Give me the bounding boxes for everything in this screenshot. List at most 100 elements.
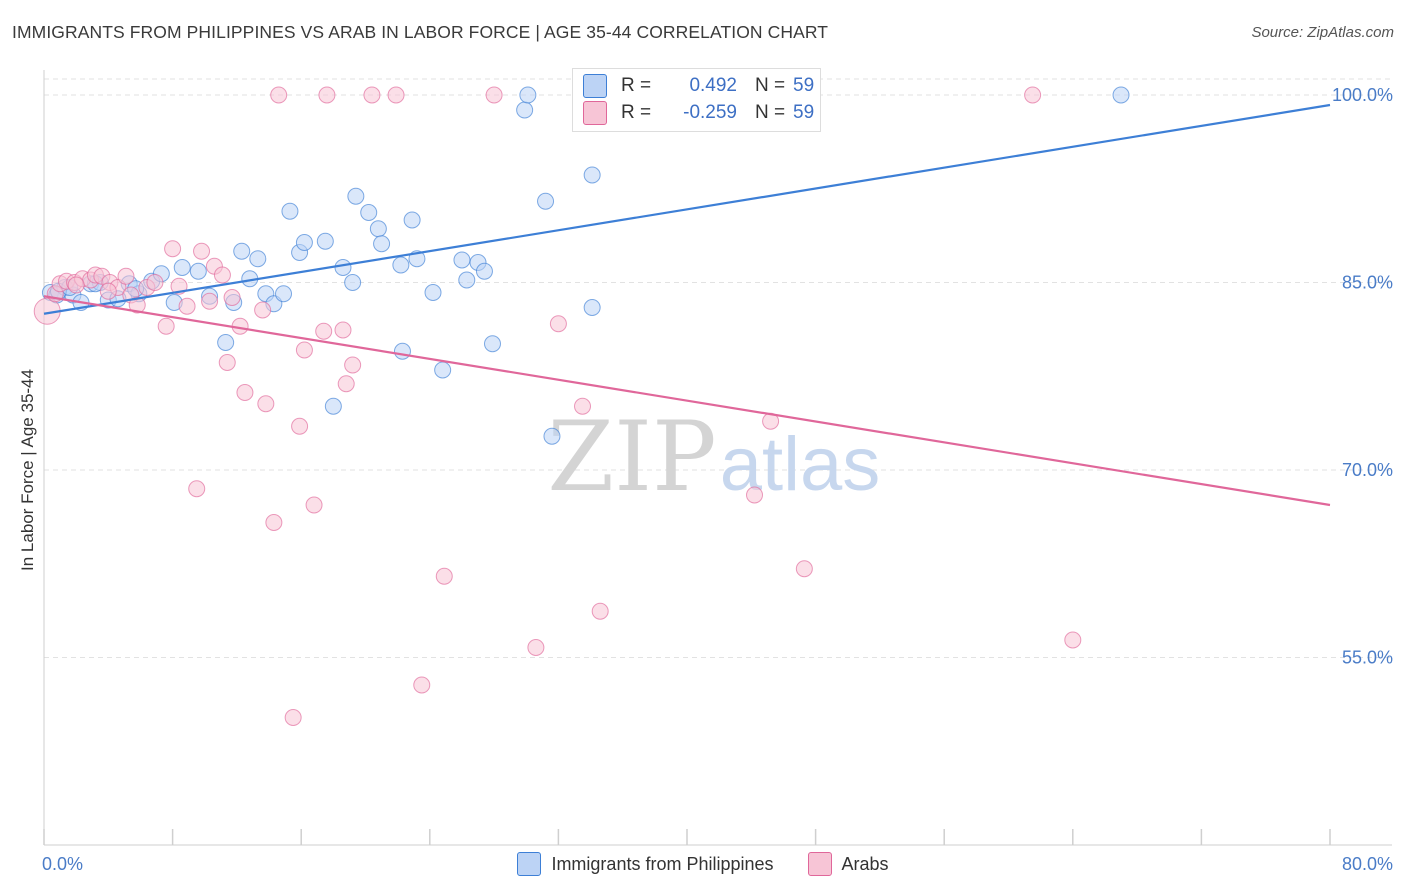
- x-tick-label: 80.0%: [1342, 854, 1393, 874]
- r-value: -0.259: [683, 102, 737, 123]
- stats-box: R = 0.492 N = 59 R = -0.259 N = 59: [572, 68, 821, 132]
- stats-swatch-pink: [583, 101, 607, 125]
- point-arabs: [527, 639, 545, 656]
- point-arabs: [387, 86, 405, 104]
- point-arabs: [218, 354, 236, 371]
- point-philippines: [217, 334, 235, 351]
- legend-item-philippines[interactable]: Immigrants from Philippines: [517, 852, 774, 876]
- point-philippines: [360, 204, 378, 221]
- r-label: R =: [621, 75, 652, 96]
- point-arabs: [435, 567, 453, 585]
- point-philippines: [249, 250, 267, 268]
- point-arabs: [270, 86, 288, 104]
- legend-label: Immigrants from Philippines: [551, 853, 774, 874]
- point-philippines: [344, 274, 362, 291]
- point-arabs: [128, 296, 146, 314]
- point-arabs: [284, 709, 302, 726]
- x-tick-label: 0.0%: [42, 854, 83, 874]
- point-arabs: [574, 397, 592, 415]
- point-arabs: [334, 321, 352, 339]
- point-philippines: [434, 361, 452, 379]
- point-philippines: [424, 284, 442, 301]
- point-philippines: [475, 262, 493, 280]
- point-philippines: [403, 211, 421, 229]
- source-label: Source: ZipAtlas.com: [1251, 24, 1394, 41]
- point-arabs: [146, 274, 164, 291]
- n-value: 59: [793, 102, 815, 123]
- point-arabs: [157, 317, 175, 335]
- point-arabs: [344, 356, 362, 374]
- point-arabs: [337, 375, 355, 393]
- point-arabs: [485, 86, 503, 104]
- point-philippines: [189, 262, 207, 280]
- point-philippines: [453, 251, 471, 269]
- point-arabs: [291, 417, 309, 435]
- legend-swatch-pink: [807, 852, 832, 876]
- point-arabs: [213, 266, 231, 284]
- point-philippines: [373, 235, 391, 253]
- stats-swatch-blue: [583, 74, 607, 98]
- point-philippines: [275, 285, 293, 303]
- point-philippines: [583, 166, 601, 184]
- point-arabs: [413, 676, 431, 694]
- y-axis-label: In Labor Force | Age 35-44: [18, 369, 37, 571]
- point-arabs: [201, 292, 219, 310]
- legend-swatch-blue: [517, 852, 542, 876]
- point-arabs: [99, 282, 117, 300]
- point-arabs: [188, 480, 206, 498]
- series-philippines-points: [41, 86, 1130, 445]
- legend: Immigrants from Philippines Arabs: [0, 852, 1406, 876]
- point-arabs: [178, 297, 196, 315]
- point-arabs: [265, 514, 283, 531]
- legend-label: Arabs: [841, 853, 889, 874]
- axes: [43, 70, 1392, 846]
- point-arabs: [1024, 86, 1042, 104]
- point-arabs: [795, 560, 813, 578]
- series-arabs-points: [33, 86, 1082, 726]
- point-philippines: [281, 202, 299, 220]
- y-tick-label: 85.0%: [1342, 273, 1393, 293]
- point-philippines: [537, 192, 555, 210]
- chart-title: IMMIGRANTS FROM PHILIPPINES VS ARAB IN L…: [12, 22, 829, 42]
- point-philippines: [458, 271, 476, 289]
- point-arabs: [223, 289, 241, 306]
- y-tick-label: 70.0%: [1342, 460, 1393, 480]
- n-label: N =: [755, 75, 786, 96]
- point-philippines: [483, 335, 501, 353]
- stats-row-philippines: R = 0.492 N = 59: [583, 73, 814, 99]
- point-arabs: [305, 496, 323, 514]
- point-philippines: [369, 220, 387, 238]
- point-arabs: [254, 301, 272, 319]
- point-philippines: [543, 427, 561, 445]
- point-arabs: [117, 267, 135, 285]
- point-arabs: [193, 242, 211, 260]
- point-philippines: [173, 259, 191, 276]
- point-philippines: [295, 234, 313, 251]
- n-label: N =: [755, 102, 786, 123]
- grid-lines: [44, 78, 1392, 658]
- watermark-zip: ZIP: [547, 401, 716, 513]
- legend-item-arabs[interactable]: Arabs: [807, 852, 889, 876]
- point-arabs: [315, 322, 333, 340]
- point-arabs: [318, 86, 336, 104]
- r-label: R =: [621, 102, 652, 123]
- point-philippines: [392, 256, 410, 274]
- watermark: ZIP atlas: [547, 401, 880, 513]
- point-arabs: [1064, 631, 1082, 649]
- point-philippines: [324, 397, 342, 415]
- y-tick-label: 100.0%: [1332, 85, 1393, 105]
- point-philippines: [347, 187, 365, 205]
- stats-row-arabs: R = -0.259 N = 59: [583, 100, 814, 126]
- point-arabs: [549, 315, 567, 333]
- point-philippines: [583, 299, 601, 316]
- trendline-philippines: [43, 103, 1331, 315]
- n-value: 59: [793, 75, 815, 96]
- point-arabs: [591, 602, 609, 620]
- point-arabs: [236, 384, 254, 401]
- point-arabs: [164, 240, 182, 258]
- point-philippines: [1112, 86, 1130, 104]
- point-arabs: [295, 341, 313, 359]
- tick-labels: 100.0% 85.0% 70.0% 55.0% 0.0% 80.0%: [42, 85, 1393, 874]
- point-arabs: [746, 486, 764, 504]
